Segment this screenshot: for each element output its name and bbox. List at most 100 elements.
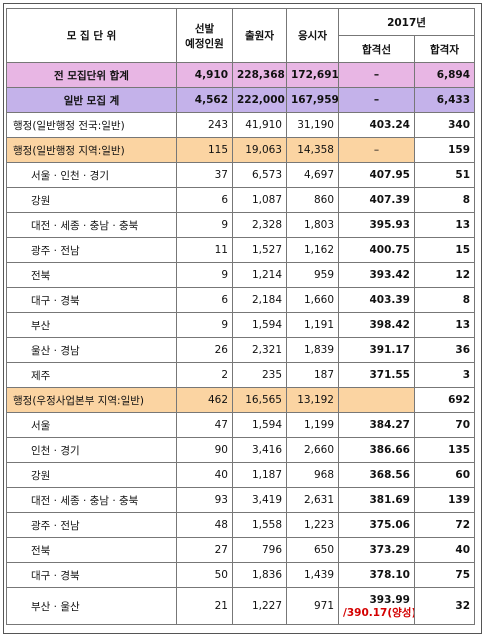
table-cell: 50 [176, 562, 233, 588]
table-cell: 393.42 [338, 262, 415, 288]
table-row: 광주 · 전남 48 1,558 1,223 375.06 72 [6, 512, 476, 538]
table-cell: 48 [176, 512, 233, 538]
table-cell: 37 [176, 162, 233, 188]
table-cell: 31,190 [286, 112, 339, 138]
table-cell: 1,836 [232, 562, 287, 588]
table-cell: 9 [176, 312, 233, 338]
table-cell: 692 [413, 387, 476, 413]
table-cell: 41,910 [232, 112, 287, 138]
table-cell: 1,187 [232, 462, 287, 488]
table-cell: 21 [176, 587, 233, 625]
table-cell: 광주 · 전남 [6, 512, 177, 538]
table-cell: 403.24 [338, 112, 415, 138]
table-cell: 368.56 [338, 462, 415, 488]
table-cell: 378.10 [338, 562, 415, 588]
table-cell: 울산 · 경남 [6, 337, 177, 363]
header-cell: 합격자 [413, 35, 476, 63]
table-cell: 1,558 [232, 512, 287, 538]
table-cell: 222,000 [232, 87, 287, 113]
table-cell: 4,562 [176, 87, 233, 113]
table-cell: 2,321 [232, 337, 287, 363]
table-row: 대전 · 세종 · 충남 · 충북 93 3,419 2,631 381.69 139 [6, 487, 476, 513]
table-cell: 강원 [6, 462, 177, 488]
table-cell: 16,565 [232, 387, 287, 413]
table-cell: 9 [176, 262, 233, 288]
table-cell: 강원 [6, 187, 177, 213]
table-cell: 860 [286, 187, 339, 213]
table-row: 대전 · 세종 · 충남 · 충북 9 2,328 1,803 395.93 13 [6, 212, 476, 238]
table-row: 부산 9 1,594 1,191 398.42 13 [6, 312, 476, 338]
table-row: 대구 · 경북 6 2,184 1,660 403.39 8 [6, 287, 476, 313]
table-cell: – [338, 87, 415, 113]
table-cell: 대전 · 세종 · 충남 · 충북 [6, 212, 177, 238]
table-cell: 부산 [6, 312, 177, 338]
table-cell: 1,660 [286, 287, 339, 313]
table-cell: 959 [286, 262, 339, 288]
table-cell: 384.27 [338, 412, 415, 438]
table-row: 전 모집단위 합계 4,910 228,368 172,691–6,894 [6, 62, 476, 88]
table-cell: 373.29 [338, 537, 415, 563]
table-cell: 9 [176, 212, 233, 238]
table-cell: 행정(우정사업본부 지역:일반) [6, 387, 177, 413]
table-cell: 제주 [6, 362, 177, 388]
header-cell: 응시자 [286, 8, 339, 63]
table-cell: 1,162 [286, 237, 339, 263]
table-cell: 187 [286, 362, 339, 388]
table: 모 집 단 위 선발 예정인원 출원자 응시자 2017년 합격선 합격자 전 모… [6, 8, 476, 625]
table-cell: 395.93 [338, 212, 415, 238]
table-cell: 139 [413, 487, 476, 513]
header-cell: 선발 예정인원 [176, 8, 233, 63]
table-cell: 인천 · 경기 [6, 437, 177, 463]
table-cell: 32 [413, 587, 476, 625]
table-cell: 1,087 [232, 187, 287, 213]
table-cell: 4,910 [176, 62, 233, 88]
table-cell: 4,697 [286, 162, 339, 188]
table-cell: 407.95 [338, 162, 415, 188]
table-row: 대구 · 경북 50 1,836 1,439 378.10 75 [6, 562, 476, 588]
table-cell: 75 [413, 562, 476, 588]
table-cell: 1,199 [286, 412, 339, 438]
table-cell: 광주 · 전남 [6, 237, 177, 263]
table-cell: 6 [176, 187, 233, 213]
header-line: 예정인원 [185, 37, 224, 50]
table-cell: 243 [176, 112, 233, 138]
table-cell: 70 [413, 412, 476, 438]
table-cell: 부산 · 울산 [6, 587, 177, 625]
table-cell: – [338, 62, 415, 88]
table-cell: 391.17 [338, 337, 415, 363]
table-cell: 51 [413, 162, 476, 188]
table-cell: 47 [176, 412, 233, 438]
table-cell: 13 [413, 212, 476, 238]
table-cell: 6,894 [413, 62, 476, 88]
table-cell: 393.99/390.17(양성) [338, 587, 415, 625]
table-row: 강원 6 1,087 860 407.39 8 [6, 187, 476, 213]
table-cell: 228,368 [232, 62, 287, 88]
table-cell: 3 [413, 362, 476, 388]
table-cell: 381.69 [338, 487, 415, 513]
table-cell: 340 [413, 112, 476, 138]
table-cell: 6,433 [413, 87, 476, 113]
table-cell: 398.42 [338, 312, 415, 338]
table-cell: 1,803 [286, 212, 339, 238]
table-cell: 407.39 [338, 187, 415, 213]
table-cell: 115 [176, 137, 233, 163]
table-cell: 971 [286, 587, 339, 625]
cell-line: /390.17(양성) [343, 607, 415, 619]
table-cell: 2,660 [286, 437, 339, 463]
table-cell: 3,416 [232, 437, 287, 463]
table-cell: 40 [176, 462, 233, 488]
table-row: 행정(일반행정 지역:일반) 115 19,063 14,358–159 [6, 137, 476, 163]
table-cell: 12 [413, 262, 476, 288]
table-cell: 27 [176, 537, 233, 563]
table-cell: 15 [413, 237, 476, 263]
table-cell: 전 모집단위 합계 [6, 62, 177, 88]
table-cell: 371.55 [338, 362, 415, 388]
table-cell: 386.66 [338, 437, 415, 463]
table-cell: 159 [413, 137, 476, 163]
table-cell: 2,184 [232, 287, 287, 313]
table-cell: 11 [176, 237, 233, 263]
table-cell: 72 [413, 512, 476, 538]
table-row: 울산 · 경남 26 2,321 1,839 391.17 36 [6, 337, 476, 363]
table-cell: 1,223 [286, 512, 339, 538]
